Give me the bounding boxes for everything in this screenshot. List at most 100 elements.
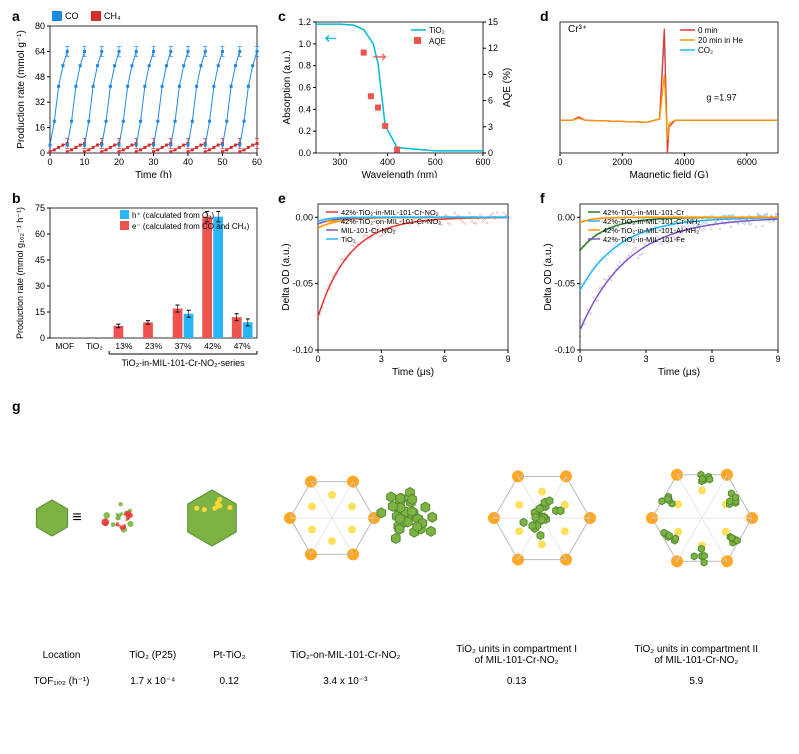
svg-text:4000: 4000 xyxy=(675,157,695,167)
svg-text:≡: ≡ xyxy=(72,509,81,526)
svg-text:15: 15 xyxy=(488,17,498,27)
svg-text:TiO₂: TiO₂ xyxy=(341,235,356,244)
svg-text:42%-TiO₂-in-MIL-101-Cr-NH₂: 42%-TiO₂-in-MIL-101-Cr-NH₂ xyxy=(603,217,700,226)
svg-text:9: 9 xyxy=(505,354,510,364)
svg-text:0: 0 xyxy=(40,333,45,343)
location-row: Location TiO₂ (P25) Pt-TiO₂ TiO₂-on-MIL-… xyxy=(14,640,786,670)
svg-text:0.0: 0.0 xyxy=(298,148,311,158)
loc-1: Pt-TiO₂ xyxy=(197,640,262,670)
row-label-tof: TOF₁ᵢₒ₂ (h⁻¹) xyxy=(14,672,109,691)
svg-text:42%-TiO₂-in-MIL-101-Cr: 42%-TiO₂-in-MIL-101-Cr xyxy=(603,208,684,217)
svg-text:42%-TiO₂-in-MIL-101-Al-NH₂: 42%-TiO₂-in-MIL-101-Al-NH₂ xyxy=(603,226,699,235)
tof-1: 0.12 xyxy=(197,672,262,691)
svg-text:42%: 42% xyxy=(204,341,221,351)
svg-text:0.00: 0.00 xyxy=(557,212,575,222)
svg-text:-0.10: -0.10 xyxy=(292,345,313,355)
svg-text:TiO₂: TiO₂ xyxy=(429,26,445,35)
loc-4: TiO₂ units in compartment II of MIL-101-… xyxy=(607,640,786,670)
svg-text:0 min: 0 min xyxy=(698,26,718,35)
svg-text:500: 500 xyxy=(428,157,443,167)
svg-text:32: 32 xyxy=(35,97,45,107)
svg-text:60: 60 xyxy=(252,157,262,167)
svg-text:Production rate (mmol g⁻¹): Production rate (mmol g⁻¹) xyxy=(16,30,27,149)
chart-e: 0369-0.10-0.050.00Time (μs)Delta OD (a.u… xyxy=(278,190,518,380)
tof-row: TOF₁ᵢₒ₂ (h⁻¹) 1.7 x 10⁻⁴ 0.12 3.4 x 10⁻³… xyxy=(14,672,786,691)
chart-b: 01530456075MOFTiO₂13%23%37%42%47%TiO₂-in… xyxy=(12,190,262,380)
chart-a: 016324864800102030405060Time (h)Producti… xyxy=(12,8,262,178)
svg-text:1.2: 1.2 xyxy=(298,17,311,27)
panel-a: a CO CH₄ 016324864800102030405060Time (h… xyxy=(12,8,262,178)
svg-text:6: 6 xyxy=(488,96,493,106)
svg-text:3: 3 xyxy=(379,354,384,364)
svg-text:Magnetic field (G): Magnetic field (G) xyxy=(630,170,709,178)
svg-text:-0.10: -0.10 xyxy=(554,345,575,355)
svg-text:50: 50 xyxy=(217,157,227,167)
svg-text:0: 0 xyxy=(557,157,562,167)
loc-0: TiO₂ (P25) xyxy=(111,640,195,670)
panel-b: b 01530456075MOFTiO₂13%23%37%42%47%TiO₂-… xyxy=(12,190,262,380)
svg-text:37%: 37% xyxy=(175,341,192,351)
svg-text:h⁺ (calculated from O₂): h⁺ (calculated from O₂) xyxy=(132,211,214,220)
svg-text:0.4: 0.4 xyxy=(298,104,311,114)
svg-text:42%-TiO₂-in-MIL-101-Cr-NO₂: 42%-TiO₂-in-MIL-101-Cr-NO₂ xyxy=(341,208,439,217)
svg-text:42%-TiO₂-in-MIL-101-Fe: 42%-TiO₂-in-MIL-101-Fe xyxy=(603,235,685,244)
structures-g: ≡ xyxy=(12,408,788,628)
svg-text:AQE (%): AQE (%) xyxy=(502,68,513,107)
svg-text:CO₂: CO₂ xyxy=(698,46,713,55)
svg-text:0: 0 xyxy=(577,354,582,364)
svg-text:45: 45 xyxy=(35,255,45,265)
svg-text:Time (h): Time (h) xyxy=(135,170,172,178)
svg-text:0.8: 0.8 xyxy=(298,61,311,71)
svg-text:600: 600 xyxy=(475,157,490,167)
svg-text:Delta OD (a.u.): Delta OD (a.u.) xyxy=(281,243,292,310)
svg-text:TiO₂: TiO₂ xyxy=(86,341,103,351)
svg-text:40: 40 xyxy=(183,157,193,167)
svg-text:TiO₂-in-MIL-101-Cr-NO₂-series: TiO₂-in-MIL-101-Cr-NO₂-series xyxy=(121,358,245,368)
svg-text:Production rate (mmol g₁ₒ₂⁻¹ h: Production rate (mmol g₁ₒ₂⁻¹ h⁻¹) xyxy=(15,207,25,339)
svg-text:9: 9 xyxy=(775,354,780,364)
svg-text:Delta OD (a.u.): Delta OD (a.u.) xyxy=(543,243,554,310)
svg-text:6: 6 xyxy=(709,354,714,364)
loc-2: TiO₂-on-MIL-101-Cr-NO₂ xyxy=(264,640,427,670)
panel-c: c 0.00.20.40.60.81.01.203691215300400500… xyxy=(278,8,518,178)
chart-d: 0 2000 4000 6000 Magnetic field (G) Cr³⁺ g =1.… xyxy=(540,8,788,178)
svg-text:-0.05: -0.05 xyxy=(292,279,313,289)
svg-text:48: 48 xyxy=(35,72,45,82)
svg-text:400: 400 xyxy=(380,157,395,167)
tof-3: 0.13 xyxy=(429,672,605,691)
svg-text:13%: 13% xyxy=(115,341,132,351)
svg-text:80: 80 xyxy=(35,21,45,31)
tof-table: Location TiO₂ (P25) Pt-TiO₂ TiO₂-on-MIL-… xyxy=(12,638,788,693)
svg-text:g =1.97: g =1.97 xyxy=(706,93,736,103)
svg-text:MIL-101-Cr-NO₂: MIL-101-Cr-NO₂ xyxy=(341,226,396,235)
svg-text:Cr³⁺: Cr³⁺ xyxy=(568,24,587,35)
svg-text:0: 0 xyxy=(315,354,320,364)
svg-text:47%: 47% xyxy=(234,341,251,351)
svg-text:20 min in He: 20 min in He xyxy=(698,36,743,45)
svg-text:0.00: 0.00 xyxy=(295,212,313,222)
svg-text:-0.05: -0.05 xyxy=(554,279,575,289)
svg-text:9: 9 xyxy=(488,69,493,79)
panel-g: g ≡ Location TiO₂ (P25) Pt-TiO₂ TiO₂-on-… xyxy=(12,398,788,748)
svg-text:Wavelength (nm): Wavelength (nm) xyxy=(362,170,438,178)
svg-text:60: 60 xyxy=(35,229,45,239)
svg-text:Time (μs): Time (μs) xyxy=(392,367,434,378)
svg-text:0: 0 xyxy=(40,148,45,158)
tof-4: 5.9 xyxy=(607,672,786,691)
svg-text:3: 3 xyxy=(643,354,648,364)
loc-3: TiO₂ units in compartment I of MIL-101-C… xyxy=(429,640,605,670)
svg-text:12: 12 xyxy=(488,43,498,53)
svg-text:15: 15 xyxy=(35,307,45,317)
svg-text:0.6: 0.6 xyxy=(298,83,311,93)
svg-text:64: 64 xyxy=(35,46,45,56)
svg-text:0: 0 xyxy=(47,157,52,167)
svg-text:16: 16 xyxy=(35,123,45,133)
svg-text:2000: 2000 xyxy=(612,157,632,167)
svg-text:20: 20 xyxy=(114,157,124,167)
svg-text:Absorption (a.u.): Absorption (a.u.) xyxy=(282,51,293,125)
svg-text:42%-TiO₂-on-MIL-101-Cr-NO₂: 42%-TiO₂-on-MIL-101-Cr-NO₂ xyxy=(341,217,441,226)
svg-text:300: 300 xyxy=(332,157,347,167)
svg-text:6000: 6000 xyxy=(737,157,757,167)
panel-f: f 0369-0.10-0.050.00Time (μs)Delta OD (a… xyxy=(540,190,788,380)
svg-text:Time (μs): Time (μs) xyxy=(658,367,700,378)
